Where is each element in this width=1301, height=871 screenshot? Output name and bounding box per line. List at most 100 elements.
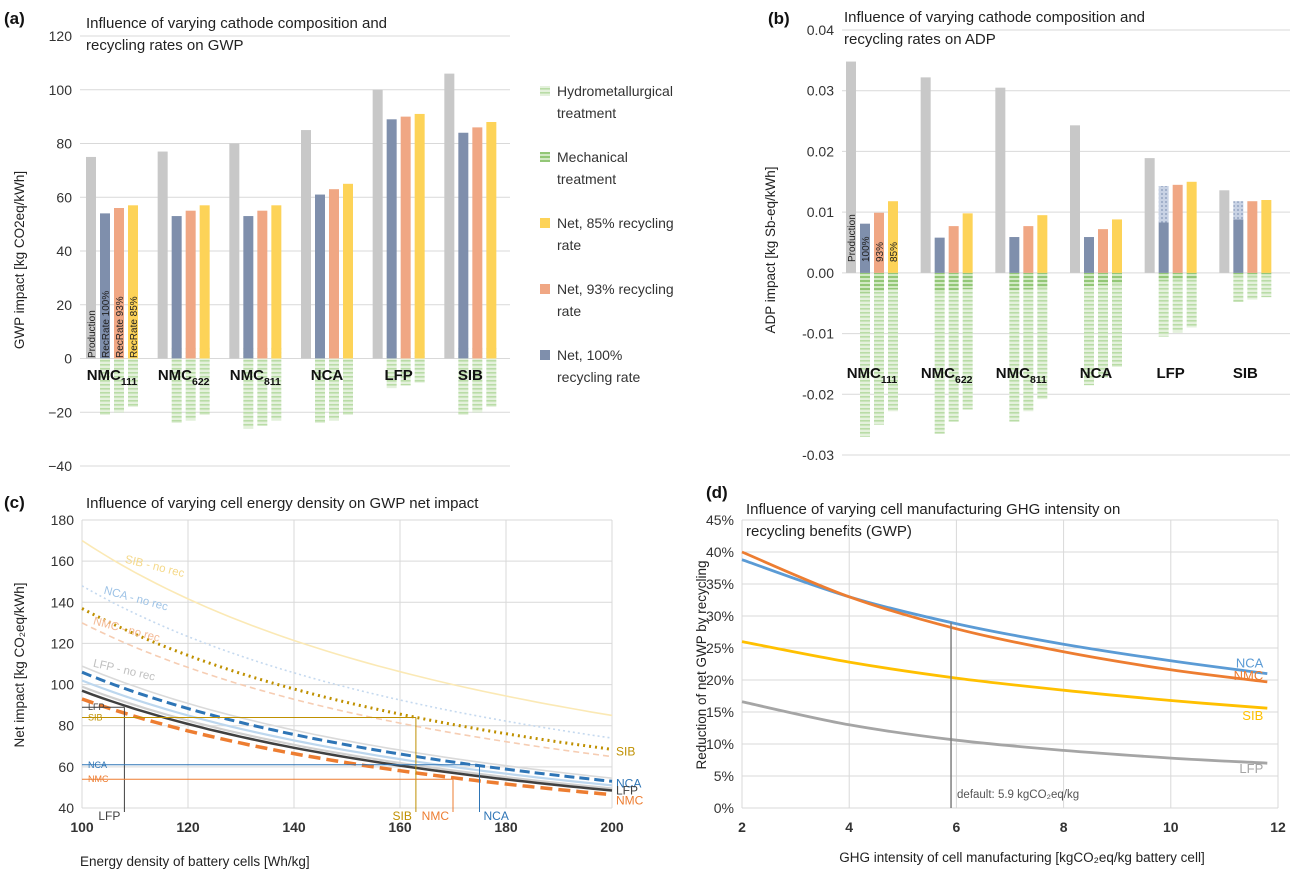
legend-label-net93: Net, 93% recycling (557, 281, 674, 297)
y-tick-label: -0.03 (802, 447, 834, 463)
bar-net (1158, 222, 1169, 273)
bar-net (934, 237, 945, 273)
bar-net (1037, 215, 1048, 273)
category-subscript: 622 (955, 374, 973, 386)
bar-net (1084, 237, 1094, 273)
category-base: NMC (87, 367, 121, 384)
bar-net (400, 116, 411, 359)
bar-net (128, 205, 138, 359)
panel-a-title-line1: Influence of varying cathode composition… (86, 15, 387, 32)
panel-d-x-axis-label: GHG intensity of cell manufacturing [kgC… (839, 850, 1204, 865)
line-label-nmc: NMC (1234, 668, 1264, 683)
bar-mechanical-credit (1233, 272, 1244, 277)
category-label: SIB (458, 367, 483, 384)
bar-production (301, 130, 311, 359)
bar-mechanical-credit (860, 272, 870, 293)
marker-y-label: NCA (88, 760, 107, 770)
bar-production (1070, 125, 1080, 273)
bar-hydro-credit (1037, 288, 1048, 400)
legend-label-net85: Net, 85% recycling (557, 215, 674, 231)
bar-production (157, 151, 168, 359)
category-base: SIB (1233, 365, 1258, 382)
legend-swatch-hydro (540, 86, 550, 96)
panel-d-ghg-intensity-line-chart: (d) Influence of varying cell manufactur… (694, 483, 1286, 865)
bar-production (920, 77, 931, 273)
bar-mechanical-credit (1098, 272, 1108, 286)
y-tick-label: 0% (714, 800, 734, 816)
bar-net (948, 226, 959, 273)
bar-mechanical-credit (1009, 272, 1020, 291)
line-end-label: NCA (616, 776, 641, 790)
x-tick-label: 200 (600, 819, 624, 835)
bar-annotation: RecRate 85% (129, 296, 140, 358)
bar-annotation: 100% (861, 236, 872, 262)
y-tick-label: 35% (706, 576, 734, 592)
category-label: SIB (1233, 365, 1258, 382)
category-label: NMC622 (158, 367, 210, 388)
category-base: LFP (384, 367, 412, 384)
bar-hydro-credit (1112, 284, 1122, 367)
bar-annotation: Production (847, 214, 858, 262)
bar-net (1172, 184, 1183, 273)
panel-a-label: (a) (4, 9, 25, 28)
bar-hydro-credit (1186, 279, 1197, 328)
bar-hydro-credit (948, 290, 959, 422)
bar-net (486, 122, 497, 359)
bar-hydro-credit (400, 350, 411, 386)
x-tick-label: 6 (953, 819, 961, 835)
bar-mechanical-credit (1186, 272, 1197, 280)
y-tick-label: 5% (714, 768, 734, 784)
y-tick-label: 60 (56, 189, 72, 205)
panel-a-gwp-bar-chart: (a) Influence of varying cathode composi… (4, 9, 510, 474)
category-subscript: 111 (121, 376, 138, 388)
y-tick-label: 10% (706, 736, 734, 752)
category-base: NCA (311, 367, 344, 384)
panel-a-y-axis-label: GWP impact [kg CO2eq/kWh] (12, 171, 27, 349)
x-tick-label: 160 (388, 819, 412, 835)
panel-d-y-axis-label: Reduction of net GWP by recycling (694, 560, 709, 769)
legend-label-net93-line2: rate (557, 303, 581, 319)
bar-net (860, 223, 870, 273)
bar-hydro-credit (458, 347, 469, 415)
legend-swatch-net100 (540, 350, 550, 360)
panel-b-y-ticks: 0.04 0.03 0.02 0.01 0.00 -0.01 -0.02 -0.03 (802, 22, 834, 463)
bar-hydro-credit (1098, 285, 1108, 378)
bar-hydro-credit (1158, 280, 1169, 337)
category-label: NMC622 (921, 365, 973, 386)
bar-annotation: 85% (889, 242, 900, 262)
category-base: NMC (847, 365, 881, 382)
bar-mechanical-credit (1261, 272, 1272, 276)
bar-net-dotted (1158, 186, 1169, 223)
y-tick-label: 120 (51, 635, 75, 651)
line-end-label: LFP (616, 784, 638, 798)
bar-net (458, 132, 469, 359)
bar-net (1233, 219, 1244, 273)
bar-hydro-credit (1261, 275, 1272, 298)
bar-hydro-credit (1023, 289, 1034, 412)
panel-c-title: Influence of varying cell energy density… (86, 495, 479, 512)
y-tick-label: 100 (49, 82, 73, 98)
bar-hydro-credit (257, 347, 268, 426)
bar-net (114, 208, 124, 359)
bar-hydro-credit (343, 347, 353, 415)
bar-net (962, 213, 973, 273)
panel-d-label: (d) (706, 483, 728, 502)
y-tick-label: 140 (51, 594, 75, 610)
panel-c-y-axis-label: Net impact [kg CO₂eq/kWh] (12, 582, 27, 747)
marker-y-label: SIB (88, 712, 103, 722)
bar-hydro-credit (414, 350, 425, 383)
legend-swatch-net93 (540, 284, 550, 294)
bar-production (846, 61, 856, 273)
line-nmc (81, 697, 613, 797)
bar-mechanical-credit (1112, 272, 1122, 285)
bar-hydro-credit (472, 347, 483, 413)
panel-d-grid (741, 519, 1279, 809)
y-tick-label: 0.03 (807, 83, 834, 99)
panel-a-category-labels: NMC111 NMC622 NMC811 NCA LFP SIB (87, 367, 483, 388)
panel-a-grid (80, 35, 510, 467)
bar-net (329, 189, 339, 359)
y-tick-label: 0.00 (807, 265, 834, 281)
y-tick-label: 40 (58, 800, 74, 816)
